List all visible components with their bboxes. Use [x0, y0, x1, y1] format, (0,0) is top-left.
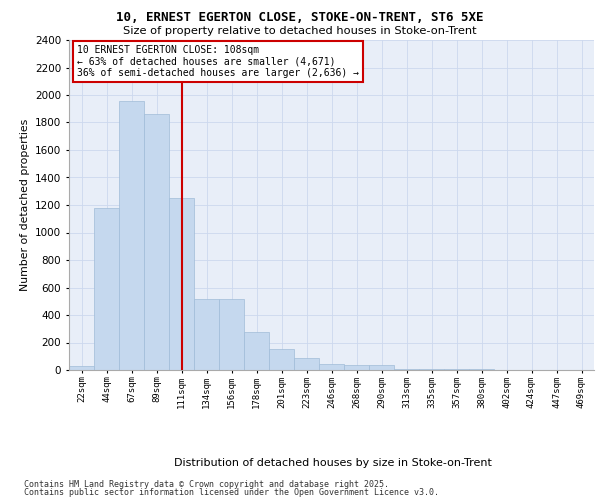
Bar	[394, 369, 419, 370]
Bar	[194, 298, 219, 370]
Bar	[294, 358, 319, 370]
Bar	[269, 348, 294, 370]
Bar	[119, 100, 144, 370]
Bar	[94, 208, 119, 370]
Text: Contains HM Land Registry data © Crown copyright and database right 2025.: Contains HM Land Registry data © Crown c…	[24, 480, 389, 489]
Bar	[369, 365, 394, 370]
Text: Size of property relative to detached houses in Stoke-on-Trent: Size of property relative to detached ho…	[123, 26, 477, 36]
Text: Distribution of detached houses by size in Stoke-on-Trent: Distribution of detached houses by size …	[174, 458, 492, 468]
Text: 10 ERNEST EGERTON CLOSE: 108sqm
← 63% of detached houses are smaller (4,671)
36%: 10 ERNEST EGERTON CLOSE: 108sqm ← 63% of…	[77, 45, 359, 78]
Bar	[169, 198, 194, 370]
Bar	[344, 365, 369, 370]
Bar	[419, 369, 444, 370]
Bar	[244, 332, 269, 370]
Bar	[219, 298, 244, 370]
Bar	[144, 114, 169, 370]
Bar	[319, 364, 344, 370]
Text: 10, ERNEST EGERTON CLOSE, STOKE-ON-TRENT, ST6 5XE: 10, ERNEST EGERTON CLOSE, STOKE-ON-TRENT…	[116, 11, 484, 24]
Text: Contains public sector information licensed under the Open Government Licence v3: Contains public sector information licen…	[24, 488, 439, 497]
Y-axis label: Number of detached properties: Number of detached properties	[20, 119, 29, 291]
Bar	[69, 366, 94, 370]
